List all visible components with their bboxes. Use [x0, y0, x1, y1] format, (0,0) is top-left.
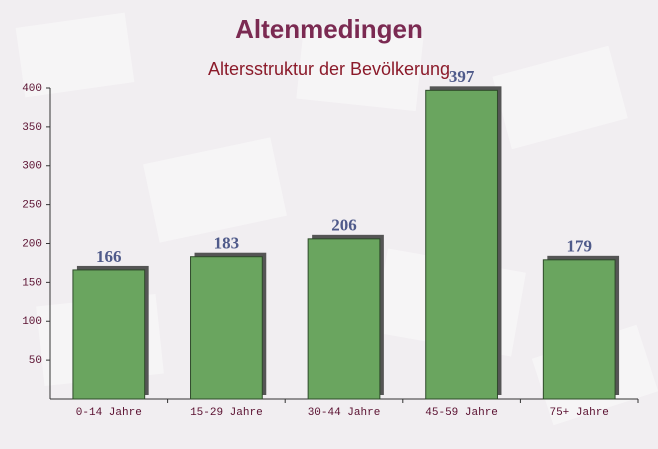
- y-tick-label: 150: [22, 277, 42, 289]
- bar: [542, 259, 616, 400]
- y-tick-label: 200: [22, 238, 42, 250]
- x-tick-label: 45-59 Jahre: [425, 407, 498, 419]
- x-tick-label: 15-29 Jahre: [190, 407, 263, 419]
- data-label: 183: [214, 234, 240, 253]
- y-tick-label: 300: [22, 161, 42, 173]
- chart-subtitle: Altersstruktur der Bevölkerung: [208, 59, 450, 79]
- y-tick-label: 100: [22, 316, 42, 328]
- chart-title: Altenmedingen: [235, 14, 423, 44]
- data-label: 206: [331, 216, 357, 235]
- y-tick-label: 400: [22, 83, 42, 95]
- bar: [425, 89, 498, 400]
- bar: [307, 238, 381, 400]
- data-label: 166: [96, 247, 122, 266]
- y-tick-label: 350: [22, 122, 42, 134]
- y-tick-label: 250: [22, 200, 42, 212]
- bar: [190, 256, 263, 400]
- y-tick-label: 50: [29, 355, 42, 367]
- x-tick-label: 0-14 Jahre: [76, 407, 142, 419]
- x-tick-label: 30-44 Jahre: [308, 407, 381, 419]
- data-label: 179: [566, 237, 592, 256]
- bar: [72, 269, 146, 400]
- data-label: 397: [449, 67, 475, 86]
- x-tick-label: 75+ Jahre: [549, 407, 608, 419]
